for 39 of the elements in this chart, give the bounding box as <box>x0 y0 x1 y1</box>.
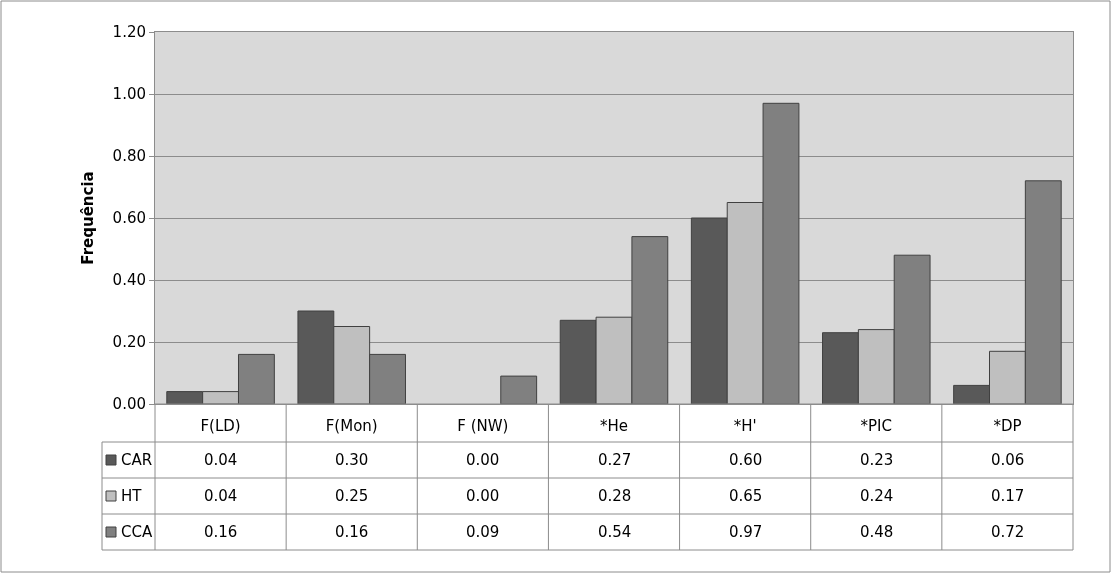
y-tick-label: 0.40 <box>112 271 146 290</box>
y-tick-label: 0.80 <box>112 147 146 166</box>
data-label: 0.27 <box>598 451 632 469</box>
data-label: 0.48 <box>860 523 894 541</box>
y-tick-label: 1.00 <box>112 85 146 104</box>
data-label: 0.04 <box>204 451 238 469</box>
data-label: 0.23 <box>860 451 894 469</box>
data-label: 0.16 <box>335 523 369 541</box>
data-label: 0.09 <box>466 523 500 541</box>
data-label: 0.24 <box>860 487 894 505</box>
x-tick-label: *DP <box>993 417 1022 435</box>
x-tick-label: F(Mon) <box>325 417 378 435</box>
x-tick-label: F(LD) <box>200 417 241 435</box>
data-label: 0.60 <box>729 451 763 469</box>
data-label: 0.97 <box>729 523 763 541</box>
data-label: 0.06 <box>991 451 1025 469</box>
data-label: 0.28 <box>598 487 632 505</box>
y-tick-label: 0.60 <box>112 209 146 228</box>
legend-label: CAR <box>121 451 153 469</box>
legend-label: HT <box>121 487 143 505</box>
x-tick-label: *He <box>599 417 629 435</box>
x-tick-label: *PIC <box>860 417 893 435</box>
y-axis-title: Frequência <box>78 171 97 265</box>
data-label: 0.00 <box>466 451 500 469</box>
data-label: 0.30 <box>335 451 369 469</box>
data-label: 0.00 <box>466 487 500 505</box>
x-tick-label: F (NW) <box>457 417 509 435</box>
data-label: 0.72 <box>991 523 1025 541</box>
data-label: 0.17 <box>991 487 1025 505</box>
y-tick-label: 1.20 <box>112 23 146 42</box>
x-tick-label: *H' <box>733 417 757 435</box>
legend-label: CCA <box>121 523 153 541</box>
y-tick-label: 0.00 <box>112 395 146 414</box>
y-tick-label: 0.20 <box>112 333 146 352</box>
data-label: 0.04 <box>204 487 238 505</box>
data-label: 0.54 <box>598 523 632 541</box>
data-label: 0.65 <box>729 487 763 505</box>
data-label: 0.25 <box>335 487 369 505</box>
data-label: 0.16 <box>204 523 238 541</box>
